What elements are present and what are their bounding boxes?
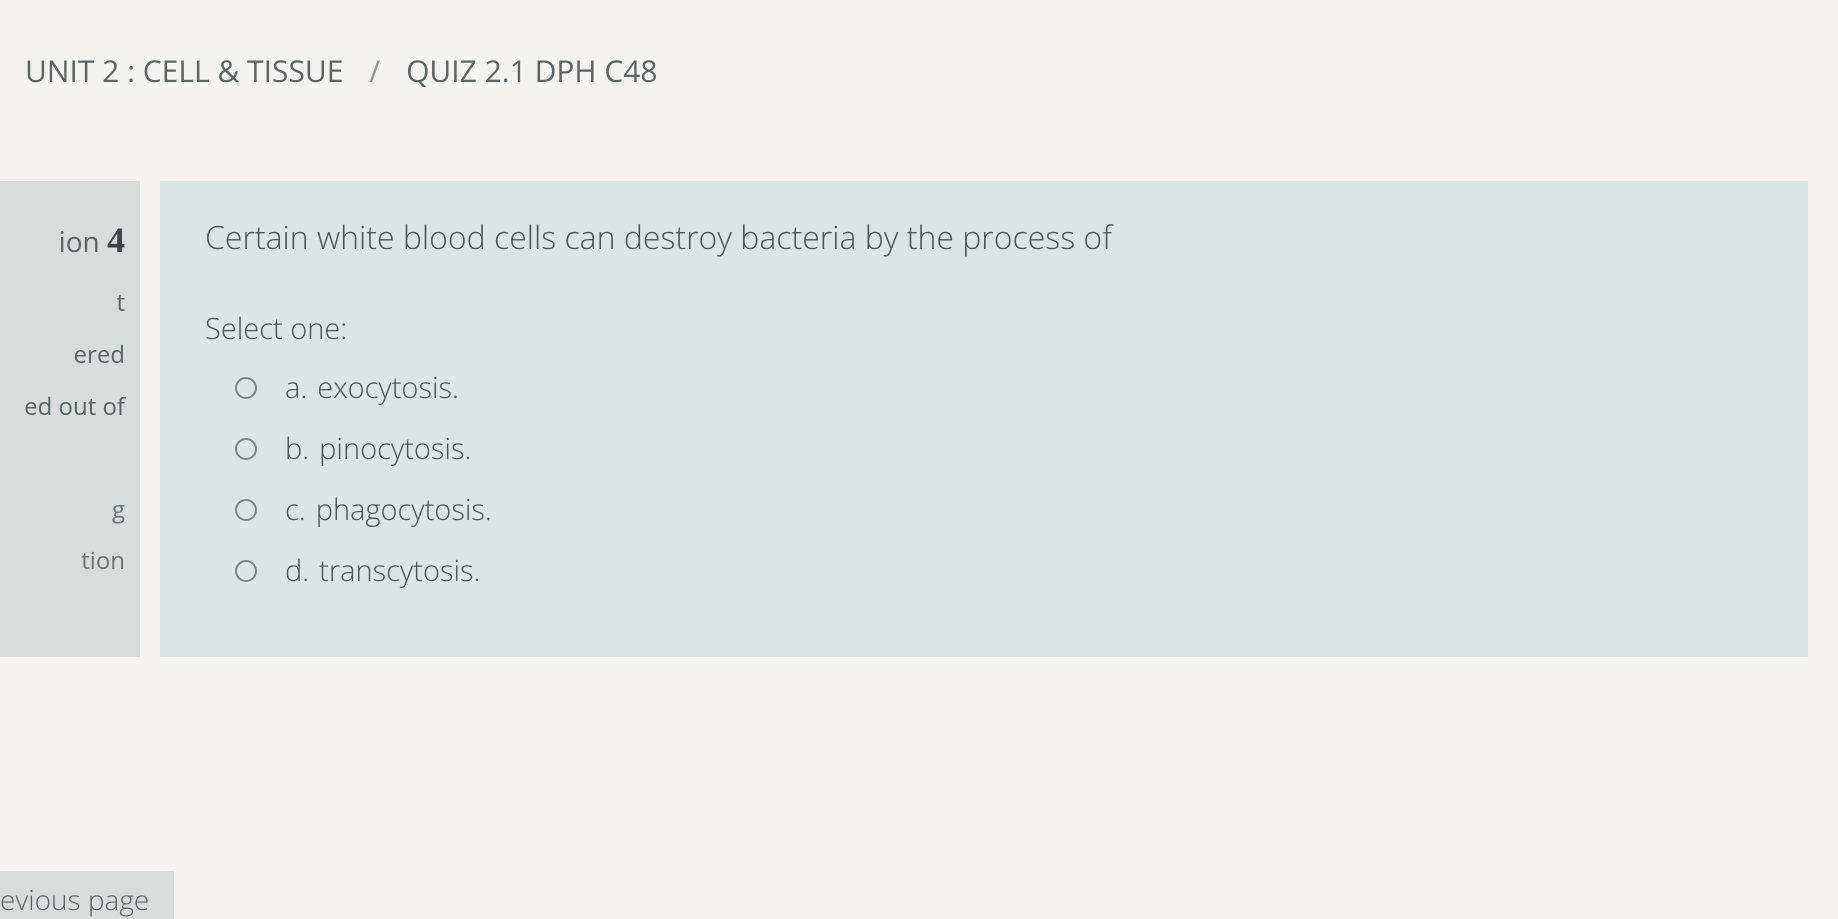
option-a[interactable]: a. exocytosis. (235, 368, 1763, 407)
question-panel: Certain white blood cells can destroy ba… (160, 181, 1808, 657)
radio-icon[interactable] (235, 560, 257, 582)
option-text: phagocytosis. (316, 490, 492, 529)
question-number: 4 (107, 220, 125, 260)
option-letter: c. (285, 490, 306, 529)
breadcrumb-separator: / (369, 50, 380, 91)
breadcrumb-quiz[interactable]: QUIZ 2.1 DPH C48 (406, 50, 657, 91)
status-line-2: ered (0, 332, 125, 378)
option-text: pinocytosis. (319, 429, 471, 468)
option-letter: b. (285, 429, 309, 468)
option-letter: a. (285, 368, 307, 407)
flag-line-2[interactable]: tion (0, 538, 125, 584)
breadcrumb-unit[interactable]: UNIT 2 : CELL & TISSUE (25, 50, 343, 91)
question-info-sidebar: ion 4 t ered ed out of g tion (0, 181, 140, 657)
flag-line-1[interactable]: g (0, 487, 125, 533)
question-text: Certain white blood cells can destroy ba… (205, 216, 1763, 259)
previous-page-button[interactable]: evious page (0, 871, 174, 919)
option-d[interactable]: d. transcytosis. (235, 551, 1763, 590)
option-letter: d. (285, 551, 309, 590)
breadcrumb: UNIT 2 : CELL & TISSUE / QUIZ 2.1 DPH C4… (0, 0, 1838, 141)
radio-icon[interactable] (235, 499, 257, 521)
question-label: ion 4 (0, 206, 125, 274)
select-one-label: Select one: (205, 309, 1763, 348)
status-line-1: t (0, 280, 125, 326)
option-text: exocytosis. (317, 368, 459, 407)
content-area: ion 4 t ered ed out of g tion Certain wh… (0, 181, 1838, 657)
option-b[interactable]: b. pinocytosis. (235, 429, 1763, 468)
marks-line: ed out of (0, 384, 125, 430)
option-c[interactable]: c. phagocytosis. (235, 490, 1763, 529)
options-group: a. exocytosis. b. pinocytosis. c. phagoc… (205, 368, 1763, 590)
option-text: transcytosis. (319, 551, 480, 590)
spacer-line (0, 435, 125, 481)
radio-icon[interactable] (235, 438, 257, 460)
radio-icon[interactable] (235, 377, 257, 399)
